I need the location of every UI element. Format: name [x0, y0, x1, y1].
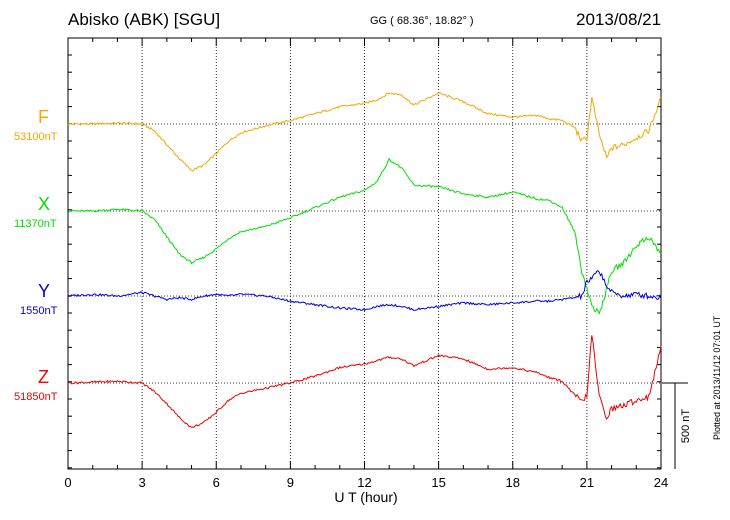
- channel-f-label: F: [38, 107, 49, 127]
- x-tick-label: 24: [654, 475, 668, 490]
- series-line-z: [67, 335, 662, 428]
- series-line-y: [67, 270, 662, 312]
- channel-x-label: X: [38, 194, 51, 214]
- coordinates-label: GG ( 68.36°, 18.82° ): [370, 15, 474, 27]
- channel-f-baseline: 53100nT: [14, 131, 58, 143]
- x-tick-label: 6: [213, 475, 220, 490]
- channel-x-baseline: 11370nT: [14, 218, 57, 230]
- x-tick-label: 15: [431, 475, 445, 490]
- x-tick-label: 9: [287, 475, 294, 490]
- x-tick-label: 18: [506, 475, 520, 490]
- channel-z-baseline: 51850nT: [14, 391, 58, 403]
- x-tick-label: 12: [357, 475, 371, 490]
- scale-bar: 500 nT: [662, 382, 692, 469]
- x-axis-label: U T (hour): [334, 489, 397, 505]
- x-tick-label: 21: [580, 475, 594, 490]
- x-tick-label: 3: [139, 475, 146, 490]
- channel-y-label: Y: [38, 281, 51, 301]
- series-line-f: [67, 92, 662, 172]
- channel-y-baseline: 1550nT: [20, 305, 58, 317]
- scale-bar-label: 500 nT: [680, 409, 692, 444]
- date-label: 2013/08/21: [576, 10, 662, 29]
- series-line-x: [67, 157, 662, 315]
- station-title: Abisko (ABK) [SGU]: [68, 10, 221, 29]
- x-tick-label: 0: [64, 475, 71, 490]
- channel-z-label: Z: [38, 367, 49, 387]
